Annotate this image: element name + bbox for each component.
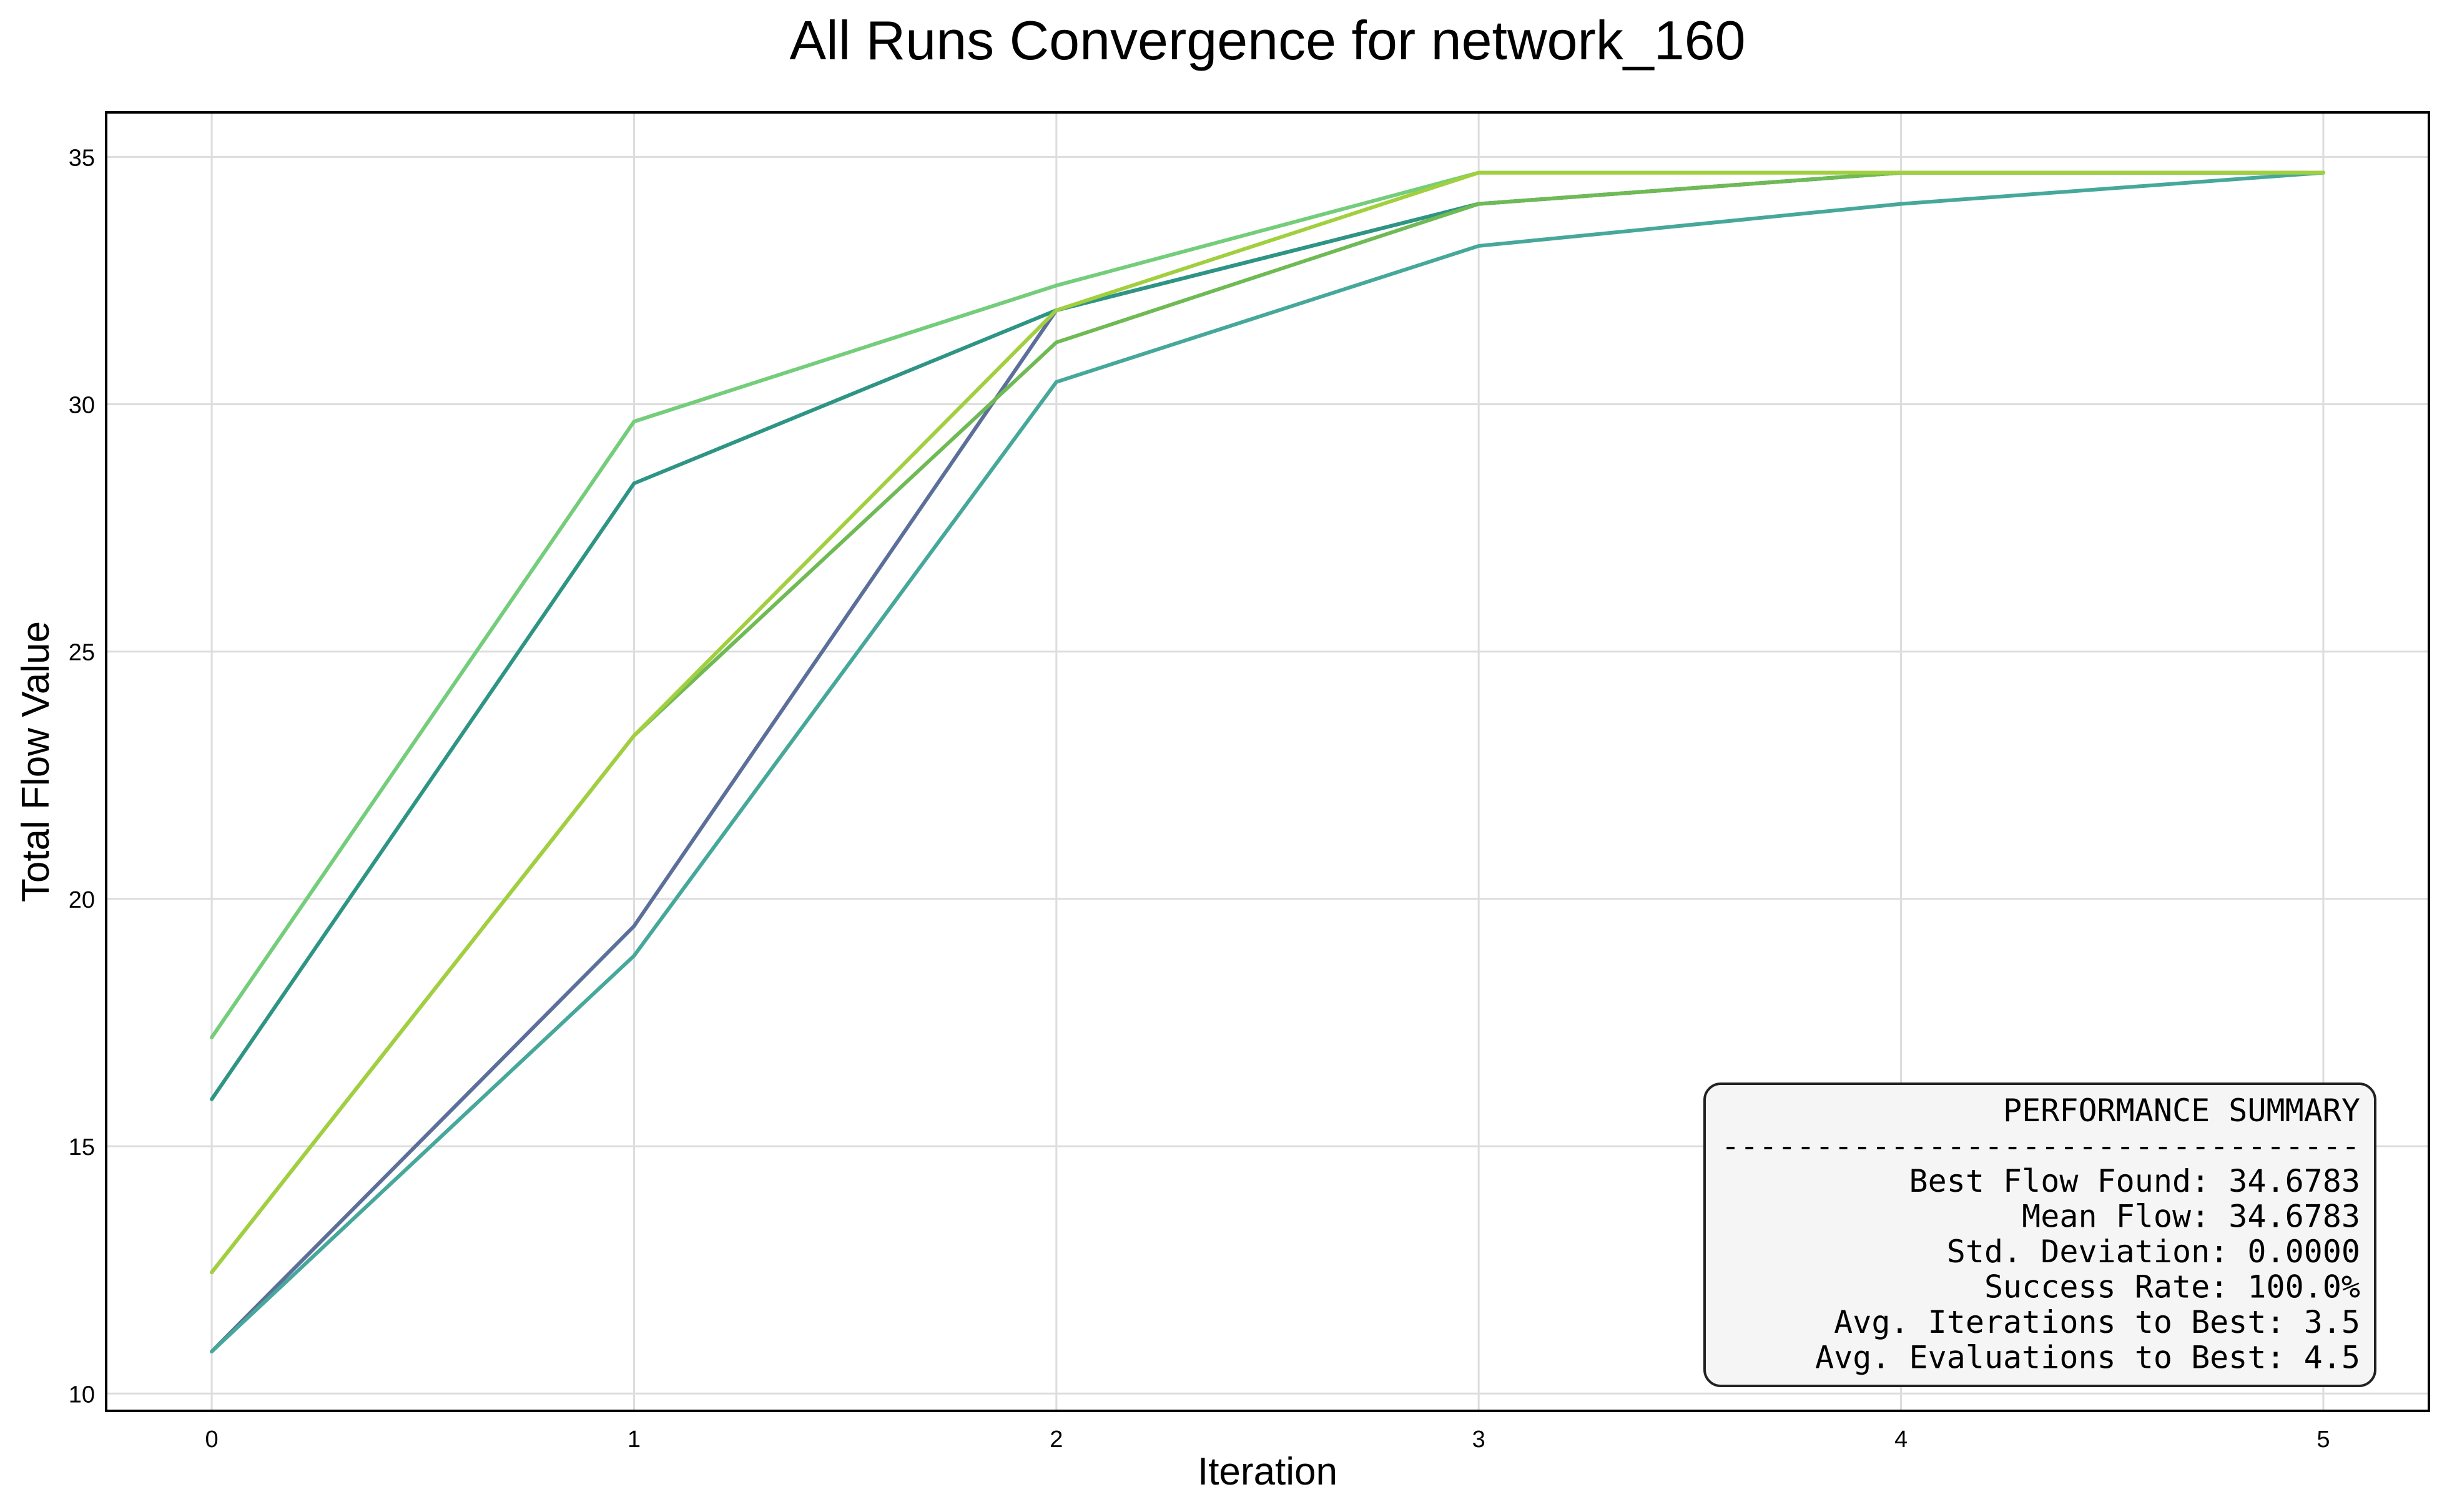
grid-lines [106,112,2429,1411]
series-line-3 [210,170,2325,1101]
y-tick-label: 25 [69,640,95,666]
summary-line: Avg. Evaluations to Best: 4.5 [1815,1340,2360,1376]
y-tick-label: 10 [69,1382,95,1408]
y-tick-label: 30 [69,393,95,419]
x-tick-label: 3 [1472,1426,1485,1453]
x-tick-label: 4 [1894,1426,1908,1453]
x-tick-label: 0 [205,1426,219,1453]
x-tick-label: 2 [1050,1426,1063,1453]
y-tick-label: 35 [69,145,95,171]
summary-line: Mean Flow: 34.6783 [2022,1199,2360,1235]
summary-box-background [1703,1082,2376,1387]
series-line-4 [210,170,2325,1039]
y-axis-label: Total Flow Value [14,621,57,902]
x-axis-label: Iteration [1198,1450,1337,1493]
chart-title: All Runs Convergence for network_160 [789,9,1745,71]
summary-line: PERFORMANCE SUMMARY [2003,1092,2360,1129]
summary-line: Success Rate: 100.0% [1984,1269,2360,1305]
summary-text: PERFORMANCE SUMMARY---------------------… [1721,1092,2361,1376]
y-tick-label: 20 [69,887,95,913]
y-tick-label: 15 [69,1134,95,1161]
summary-line: Avg. Iterations to Best: 3.5 [1834,1304,2360,1340]
series-lines [210,170,2325,1353]
summary-line: ---------------------------------- [1721,1128,2361,1164]
performance-summary-box: PERFORMANCE SUMMARY---------------------… [1703,1082,2376,1387]
plot-frame [105,111,2430,1412]
series-line-6 [210,170,2325,1275]
summary-line: Std. Deviation: 0.0000 [1947,1234,2360,1270]
summary-line: Best Flow Found: 34.6783 [1909,1163,2360,1199]
series-line-2 [210,170,2325,1353]
tick-labels: 0 1 2 3 4 5 10 15 20 25 30 35 [69,145,2330,1453]
x-tick-label: 5 [2317,1426,2330,1453]
x-tick-label: 1 [628,1426,641,1453]
